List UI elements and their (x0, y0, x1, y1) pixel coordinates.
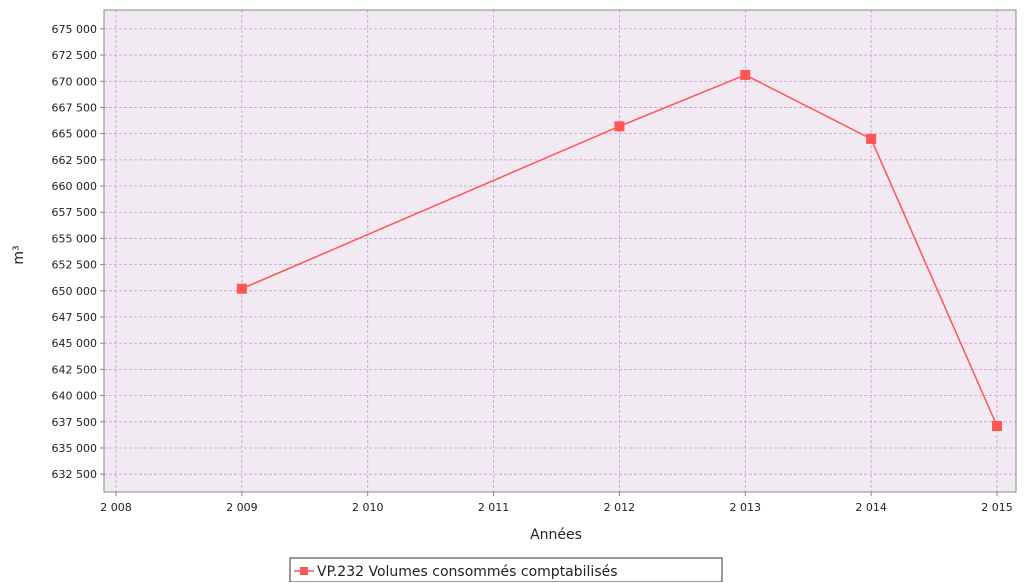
data-point-marker (236, 283, 247, 294)
y-tick-label: 665 000 (52, 128, 98, 141)
plot-background (104, 10, 1016, 492)
x-tick-label: 2 010 (352, 501, 384, 514)
y-tick-label: 645 000 (52, 337, 98, 350)
y-tick-label: 647 500 (52, 311, 98, 324)
x-tick-label: 2 011 (478, 501, 510, 514)
y-tick-label: 632 500 (52, 468, 98, 481)
y-tick-label: 640 000 (52, 390, 98, 403)
y-tick-label: 657 500 (52, 206, 98, 219)
data-point-marker (992, 420, 1002, 431)
legend-label: VP.232 Volumes consommés comptabilisés (317, 564, 618, 580)
legend-box (289, 557, 723, 583)
y-tick-label: 672 500 (52, 49, 98, 62)
x-tick-label: 2 015 (981, 501, 1013, 514)
data-point-marker (614, 121, 625, 132)
y-tick-label: 655 000 (52, 232, 98, 245)
x-axis-title: Années (530, 527, 582, 543)
y-tick-label: 670 000 (52, 75, 98, 88)
y-tick-label: 637 500 (52, 416, 98, 429)
data-point-marker (866, 133, 877, 144)
y-tick-label: 642 500 (52, 363, 98, 376)
x-tick-label: 2 012 (604, 501, 636, 514)
legend: VP.232 Volumes consommés comptabilisés (289, 557, 723, 583)
legend-marker (300, 567, 308, 575)
y-tick-label: 635 000 (52, 442, 98, 455)
data-point-marker (740, 69, 751, 80)
x-tick-label: 2 013 (730, 501, 762, 514)
plot-border (103, 9, 1017, 493)
y-axis-title: m³ (11, 245, 27, 264)
y-tick-label: 667 500 (52, 101, 98, 114)
y-tick-label: 660 000 (52, 180, 98, 193)
y-tick-label: 652 500 (52, 259, 98, 272)
y-tick-label: 650 000 (52, 285, 98, 298)
y-tick-label: 662 500 (52, 154, 98, 167)
x-tick-label: 2 008 (100, 501, 132, 514)
y-tick-label: 675 000 (52, 23, 98, 36)
x-tick-label: 2 009 (226, 501, 258, 514)
x-tick-label: 2 014 (855, 501, 887, 514)
